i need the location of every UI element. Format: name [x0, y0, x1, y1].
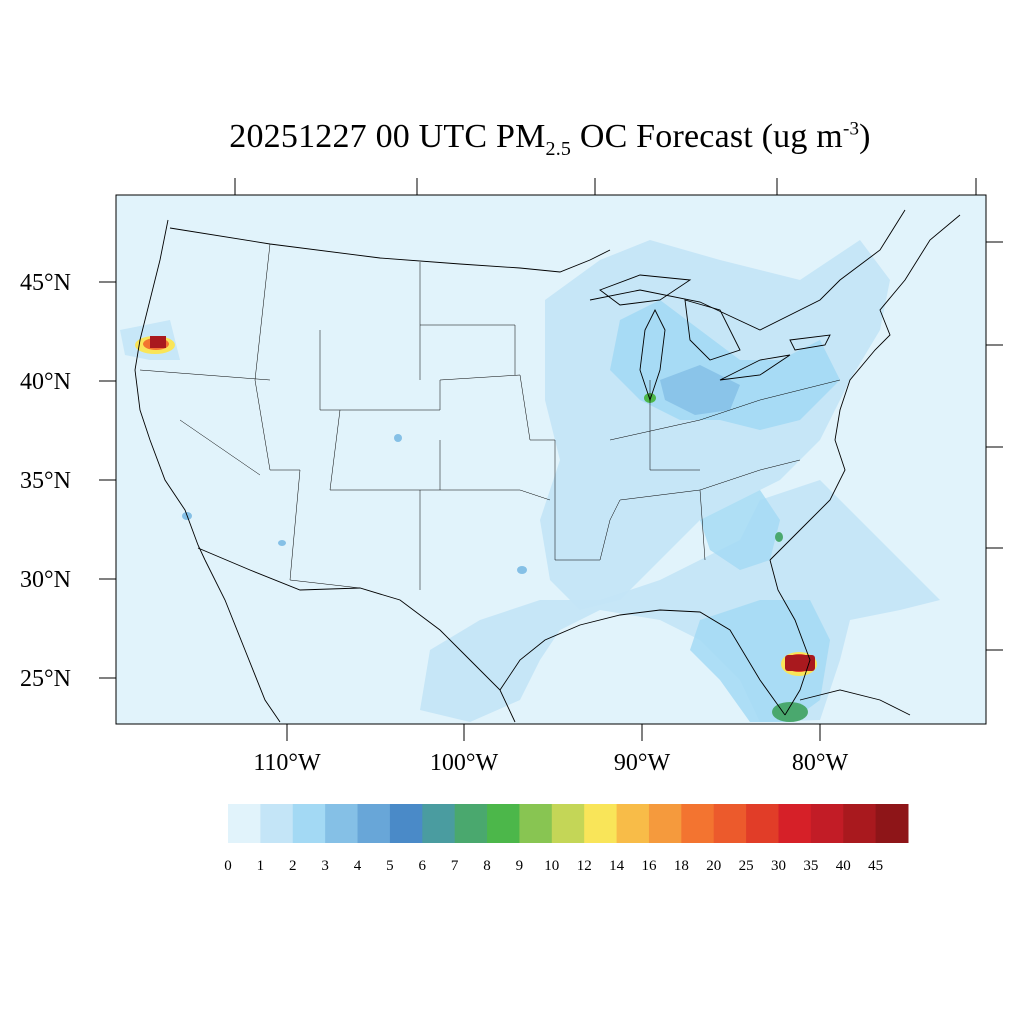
- baja-coast: [204, 559, 281, 723]
- florida-hotspot-core: [785, 655, 815, 671]
- longitude-labels: 110°W 100°W 90°W 80°W: [253, 750, 848, 776]
- east-coast: [769, 214, 961, 561]
- colorbar-label: 35: [803, 858, 818, 874]
- sc-hotspot: [775, 532, 783, 542]
- colorbar-swatch: [551, 804, 585, 843]
- colorbar-swatch: [648, 804, 682, 843]
- title-subscript: 2.5: [545, 137, 572, 160]
- title-close: ): [859, 118, 871, 155]
- gulf-plume: [690, 600, 830, 722]
- map-panel: 45°N 40°N 35°N 30°N 25°N 110°W 100°W 90°…: [20, 178, 1003, 776]
- lat-label-35: 35°N: [20, 468, 71, 494]
- colorbar-label: 18: [674, 858, 689, 874]
- colorbar-swatch: [875, 804, 909, 843]
- lake-erie: [719, 354, 791, 381]
- colorbar-label: 25: [739, 858, 754, 874]
- lake-huron: [684, 299, 741, 361]
- lake-ontario: [789, 334, 831, 351]
- south-florida-plume: [772, 702, 808, 722]
- colorado-spot: [394, 434, 402, 442]
- colorbar-swatch: [746, 804, 779, 843]
- colorbar-swatch: [843, 804, 877, 843]
- colorbar-label: 45: [868, 858, 883, 874]
- concentration-field: [120, 240, 940, 722]
- map-frame: [115, 194, 987, 725]
- oregon-hotspot-core: [150, 336, 166, 348]
- state-lines: [139, 243, 841, 590]
- colorbar-label: 5: [386, 858, 394, 874]
- colorbar-swatch: [422, 804, 456, 843]
- mexico-border: [197, 547, 516, 723]
- colorbar-label: 16: [641, 858, 657, 874]
- cuba: [799, 689, 911, 716]
- colorbar-label: 9: [516, 858, 524, 874]
- colorbar-label: 14: [609, 858, 625, 874]
- colorbar-label: 8: [483, 858, 491, 874]
- borders: [134, 209, 961, 723]
- lat-label-25: 25°N: [20, 666, 71, 692]
- colorbar-swatch: [357, 804, 391, 843]
- arizona-spot: [278, 540, 286, 546]
- state-line-1: [139, 243, 841, 590]
- lat-label-45: 45°N: [20, 270, 71, 296]
- lon-label-80: 80°W: [792, 750, 849, 776]
- colorbar-label: 12: [577, 858, 592, 874]
- colorbar-swatch: [228, 804, 261, 843]
- colorbar-swatch: [389, 804, 423, 843]
- latitude-labels: 45°N 40°N 35°N 30°N 25°N: [20, 270, 71, 692]
- frame-ticks: [99, 178, 1003, 741]
- lon-label-90: 90°W: [614, 750, 671, 776]
- colorbar-label: 3: [321, 858, 329, 874]
- west-coast: [134, 219, 206, 561]
- us-canada-border: [169, 209, 906, 331]
- florida-east: [769, 559, 811, 716]
- gulf-coast: [499, 609, 786, 716]
- colorbar-swatch: [810, 804, 844, 843]
- title-text: 20251227 00 UTC PM: [229, 118, 546, 155]
- colorbar-label: 30: [771, 858, 786, 874]
- southeast-plume: [700, 490, 780, 570]
- colorbar-label: 10: [544, 858, 559, 874]
- colorbar-swatch: [616, 804, 650, 843]
- lon-label-110: 110°W: [253, 750, 321, 776]
- colorbar-label: 2: [289, 858, 297, 874]
- colorbar-swatch: [292, 804, 326, 843]
- ohio-valley-plume: [660, 365, 740, 415]
- colorbar-swatch: [681, 804, 715, 843]
- colorbar-label: 7: [451, 858, 459, 874]
- colorbar-swatch: [778, 804, 812, 843]
- colorbar-swatch: [454, 804, 488, 843]
- texas-spot: [517, 566, 527, 574]
- lon-label-100: 100°W: [430, 750, 499, 776]
- colorbar-label: 4: [354, 858, 362, 874]
- colorbar-swatch: [584, 804, 618, 843]
- colorbar-label: 1: [257, 858, 265, 874]
- lat-label-30: 30°N: [20, 567, 71, 593]
- colorbar-label: 6: [419, 858, 427, 874]
- lake-superior: [599, 274, 692, 306]
- colorbar-swatch: [713, 804, 747, 843]
- lat-label-40: 40°N: [20, 369, 71, 395]
- colorbar-label: 20: [706, 858, 721, 874]
- colorbar-label: 40: [836, 858, 851, 874]
- colorbar-swatch: [325, 804, 359, 843]
- colorbar-label: 0: [224, 858, 232, 874]
- colorbar-swatch: [519, 804, 553, 843]
- colorbar-swatch: [487, 804, 520, 843]
- title-units: OC Forecast (ug m: [571, 118, 843, 155]
- colorbar-swatch: [260, 804, 294, 843]
- colorbar: 0 1 2 3 4 5 6 7 8 9 10 12 14 16 18 20 25 30 35 40 45: [224, 804, 909, 874]
- title-superscript: -3: [842, 118, 860, 140]
- map-title: 20251227 00 UTC PM2.5 OC Forecast (ug m-…: [0, 118, 1024, 161]
